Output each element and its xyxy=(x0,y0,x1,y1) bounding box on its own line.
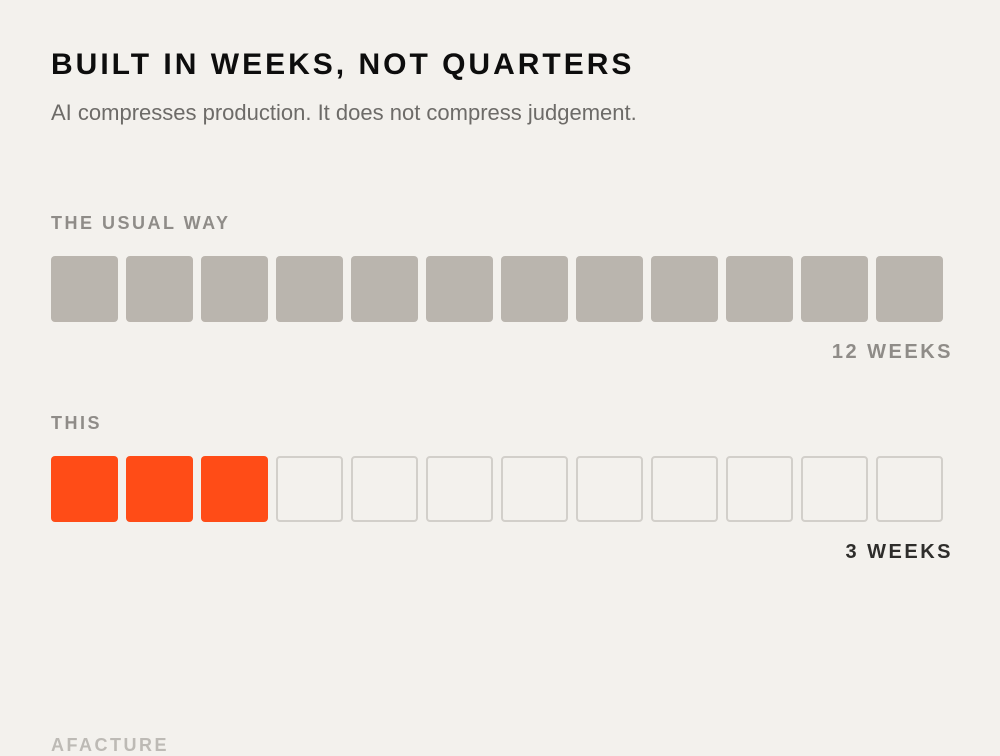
usual-way-week-block-10-filled xyxy=(726,256,793,322)
this-week-block-2-filled xyxy=(126,456,193,522)
this-week-block-12-empty xyxy=(876,456,943,522)
this-week-block-1-filled xyxy=(51,456,118,522)
usual-way-week-block-9-filled xyxy=(651,256,718,322)
this-week-block-9-empty xyxy=(651,456,718,522)
usual-way-week-block-11-filled xyxy=(801,256,868,322)
this-week-block-5-empty xyxy=(351,456,418,522)
page-title: BUILT IN WEEKS, NOT QUARTERS xyxy=(51,48,635,81)
usual-way-week-block-8-filled xyxy=(576,256,643,322)
page: BUILT IN WEEKS, NOT QUARTERS AI compress… xyxy=(51,0,953,755)
usual-way-week-block-7-filled xyxy=(501,256,568,322)
next-section-label: AFACTURE xyxy=(51,735,169,755)
this-label: THIS xyxy=(51,413,103,433)
usual-way-week-blocks xyxy=(51,256,943,322)
this-week-block-3-filled xyxy=(201,456,268,522)
usual-way-week-block-3-filled xyxy=(201,256,268,322)
usual-way-week-block-2-filled xyxy=(126,256,193,322)
this-week-block-10-empty xyxy=(726,456,793,522)
usual-way-week-block-5-filled xyxy=(351,256,418,322)
this-week-block-11-empty xyxy=(801,456,868,522)
usual-way-duration: 12 WEEKS xyxy=(831,341,953,363)
usual-way-week-block-4-filled xyxy=(276,256,343,322)
this-duration: 3 WEEKS xyxy=(845,541,953,563)
page-subtitle: AI compresses production. It does not co… xyxy=(51,100,637,125)
this-week-block-7-empty xyxy=(501,456,568,522)
this-week-blocks xyxy=(51,456,943,522)
usual-way-week-block-12-filled xyxy=(876,256,943,322)
usual-way-label: THE USUAL WAY xyxy=(51,213,231,233)
usual-way-week-block-6-filled xyxy=(426,256,493,322)
this-week-block-6-empty xyxy=(426,456,493,522)
usual-way-week-block-1-filled xyxy=(51,256,118,322)
this-week-block-8-empty xyxy=(576,456,643,522)
this-week-block-4-empty xyxy=(276,456,343,522)
